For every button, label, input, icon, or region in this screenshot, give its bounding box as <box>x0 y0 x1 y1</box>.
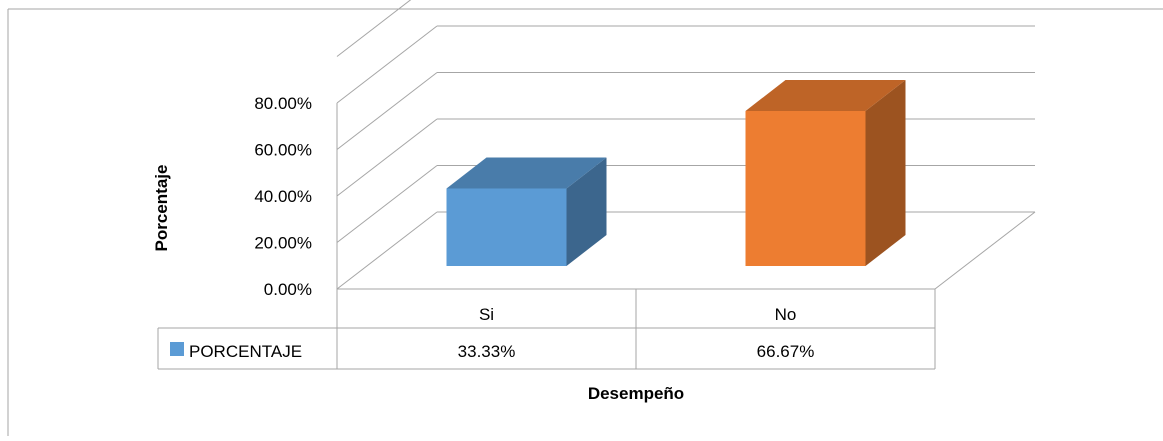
legend-label: PORCENTAJE <box>189 342 302 361</box>
bar-front-si <box>446 188 567 266</box>
bar-top-no <box>745 79 906 111</box>
bar-front-no <box>745 110 866 266</box>
bar-top-si <box>446 157 607 189</box>
floor-right-edge <box>934 211 1036 290</box>
gridline-side <box>336 118 438 197</box>
gridline-side <box>336 0 412 57</box>
data-table: Si 33.33% No 66.67% PORCENTAJE <box>157 289 936 370</box>
gridline-side <box>336 211 438 290</box>
y-axis-title: Porcentaje <box>152 165 171 252</box>
bars <box>446 79 906 266</box>
gridline-side <box>336 72 438 150</box>
gridline-side <box>336 165 438 243</box>
bar-side-no <box>865 79 906 266</box>
y-tick-label: 60.00% <box>254 141 312 160</box>
gridline-side <box>336 25 438 104</box>
gridlines <box>336 0 1035 290</box>
plot-walls <box>336 103 1036 290</box>
y-tick-label: 20.00% <box>254 234 312 253</box>
y-tick-label: 0.00% <box>264 280 312 299</box>
bar-side-si <box>566 157 607 266</box>
data-label: 33.33% <box>458 342 516 361</box>
legend-swatch <box>170 342 184 356</box>
y-axis-ticks: 0.00% 20.00% 40.00% 60.00% 80.00% <box>254 94 312 299</box>
x-tick-label: Si <box>479 305 494 324</box>
x-tick-label: No <box>775 305 797 324</box>
y-tick-label: 80.00% <box>254 94 312 113</box>
x-axis-title: Desempeño <box>588 384 684 403</box>
y-tick-label: 40.00% <box>254 187 312 206</box>
data-label: 66.67% <box>757 342 815 361</box>
